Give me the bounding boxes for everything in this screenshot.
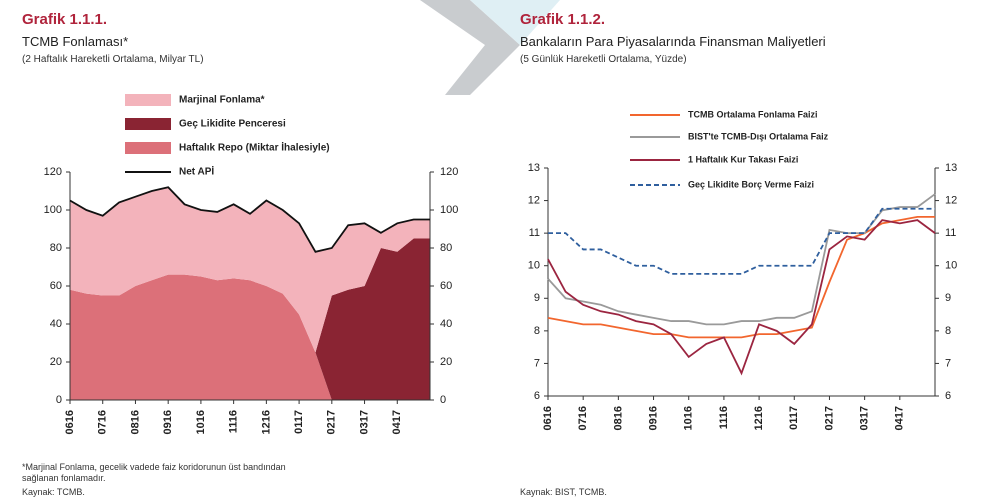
decor-chevron — [420, 0, 520, 95]
y-tick-label: 60 — [50, 280, 62, 292]
line — [547, 193, 936, 326]
y-tick-label: 7 — [534, 357, 540, 369]
y2-tick-label: 40 — [440, 318, 452, 330]
x-tick-label: 0616 — [542, 406, 554, 430]
line — [69, 186, 430, 253]
legend-swatch — [125, 118, 171, 130]
y2-tick-label: 8 — [945, 325, 951, 337]
legend-label: Geç Likidite Penceresi — [179, 119, 286, 130]
x-tick-label: 1116 — [718, 406, 730, 429]
y-tick-label: 13 — [528, 162, 540, 174]
y-tick-label: 120 — [44, 166, 62, 178]
y2-tick-label: 100 — [440, 204, 458, 216]
y2-tick-label: 12 — [945, 194, 957, 206]
y-tick-label: 20 — [50, 356, 62, 368]
x-tick-label: 0117 — [788, 406, 800, 430]
chart-subtitle: (2 Haftalık Hareketli Ortalama, Milyar T… — [22, 54, 204, 65]
source: Kaynak: BIST, TCMB. — [520, 487, 607, 497]
area — [70, 187, 430, 353]
y2-tick-label: 13 — [945, 162, 957, 174]
legend-label: 1 Haftalık Kur Takası Faizi — [688, 154, 798, 164]
line — [547, 219, 936, 376]
y2-tick-label: 10 — [945, 260, 957, 272]
area — [70, 238, 430, 400]
y-tick-label: 6 — [534, 390, 540, 402]
legend-swatch — [125, 142, 171, 154]
chart-title: Bankaların Para Piyasalarında Finansman … — [520, 34, 826, 49]
x-tick-label: 1216 — [753, 406, 765, 430]
x-tick-label: 0417 — [391, 410, 403, 434]
x-tick-label: 0217 — [823, 406, 835, 430]
x-tick-label: 1016 — [195, 410, 207, 434]
x-tick-label: 1116 — [228, 410, 240, 433]
chart-subtitle: (5 Günlük Hareketli Ortalama, Yüzde) — [520, 54, 687, 65]
x-tick-label: 1216 — [260, 410, 272, 434]
area — [70, 274, 430, 400]
x-tick-label: 0816 — [129, 410, 141, 434]
footnote: *Marjinal Fonlama, gecelik vadede faiz k… — [22, 462, 286, 472]
y2-tick-label: 9 — [945, 292, 951, 304]
y-tick-label: 8 — [534, 325, 540, 337]
y2-tick-label: 20 — [440, 356, 452, 368]
x-tick-label: 0916 — [647, 406, 659, 430]
y-tick-label: 10 — [528, 260, 540, 272]
y-tick-label: 80 — [50, 242, 62, 254]
legend-label: Geç Likidite Borç Verme Faizi — [688, 179, 814, 189]
y2-tick-label: 60 — [440, 280, 452, 292]
y2-tick-label: 6 — [945, 390, 951, 402]
x-tick-label: 0616 — [64, 410, 76, 434]
figure-number: Grafik 1.1.1. — [22, 11, 107, 28]
x-tick-label: 0317 — [358, 410, 370, 434]
x-tick-label: 0716 — [97, 410, 109, 434]
legend-label: Marjinal Fonlama* — [179, 95, 265, 106]
y-tick-label: 9 — [534, 292, 540, 304]
y2-tick-label: 7 — [945, 357, 951, 369]
x-tick-label: 0916 — [162, 410, 174, 434]
x-tick-label: 0417 — [894, 406, 906, 430]
x-tick-label: 1016 — [683, 406, 695, 430]
line — [547, 215, 935, 339]
y-tick-label: 40 — [50, 318, 62, 330]
legend-label: BIST'te TCMB-Dışı Ortalama Faiz — [688, 131, 829, 141]
x-tick-label: 0117 — [293, 410, 305, 434]
y2-tick-label: 11 — [945, 227, 956, 239]
legend-label: Net APİ — [179, 165, 214, 178]
x-tick-label: 0816 — [612, 406, 624, 430]
y2-tick-label: 0 — [440, 394, 446, 406]
source: Kaynak: TCMB. — [22, 487, 85, 497]
y-tick-label: 12 — [528, 194, 540, 206]
y-tick-label: 0 — [56, 394, 62, 406]
y-tick-label: 100 — [44, 204, 62, 216]
legend-swatch — [125, 94, 171, 106]
x-tick-label: 0217 — [326, 410, 338, 434]
legend-label: TCMB Ortalama Fonlama Faizi — [688, 109, 818, 119]
y-tick-label: 11 — [529, 227, 540, 239]
legend-label: Haftalık Repo (Miktar İhalesiyle) — [179, 141, 330, 154]
footnote: sağlanan fonlamadır. — [22, 473, 106, 483]
chart-title: TCMB Fonlaması* — [22, 34, 128, 49]
line — [548, 207, 935, 275]
decor-triangle — [470, 0, 560, 45]
figure-number: Grafik 1.1.2. — [520, 11, 605, 28]
y2-tick-label: 80 — [440, 242, 452, 254]
x-tick-label: 0317 — [859, 406, 871, 430]
y2-tick-label: 120 — [440, 166, 458, 178]
x-tick-label: 0716 — [577, 406, 589, 430]
